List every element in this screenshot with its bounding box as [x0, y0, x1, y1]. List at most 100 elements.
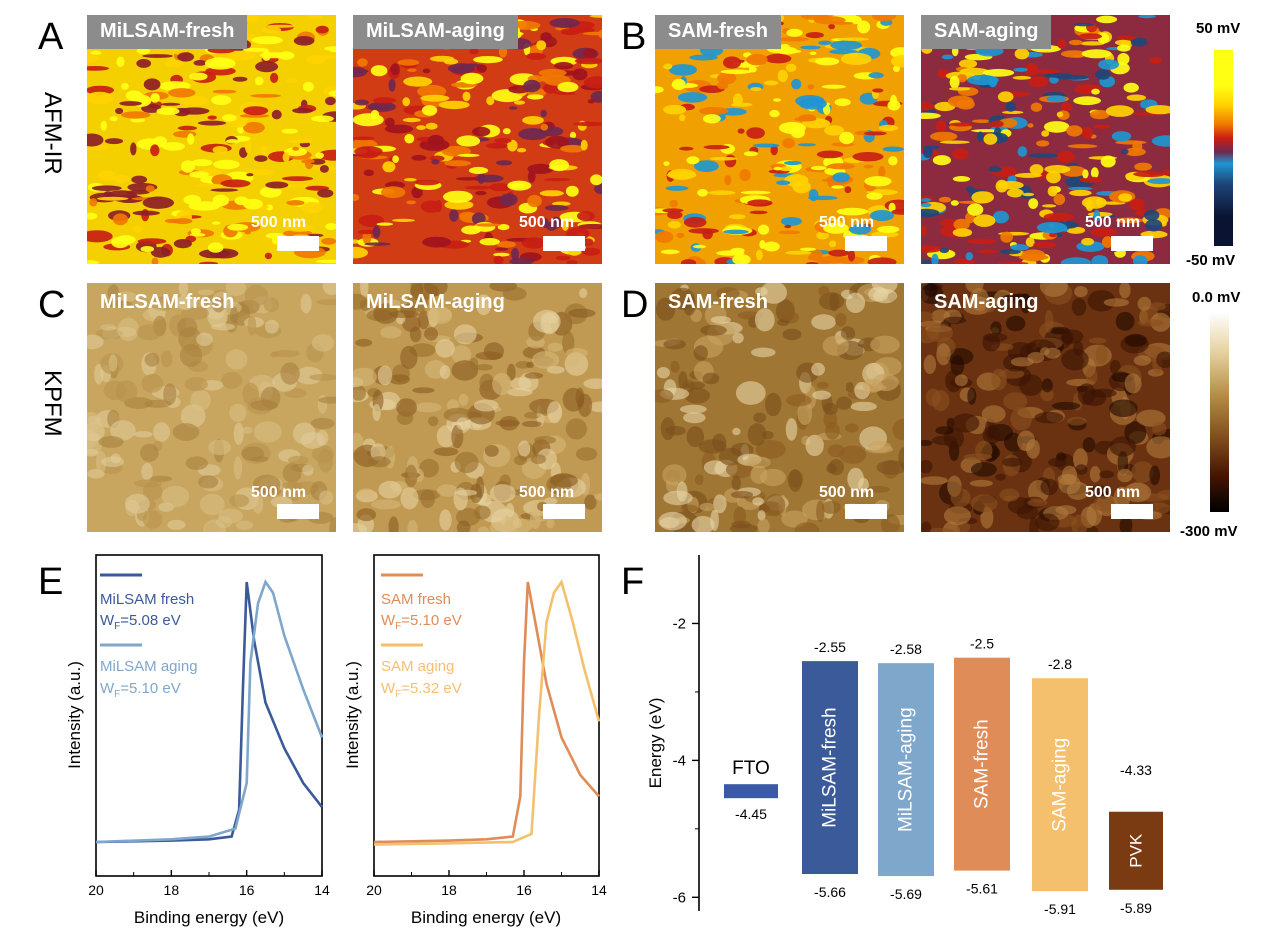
texture-blob — [765, 53, 792, 64]
texture-blob — [457, 153, 480, 157]
texture-blob — [755, 440, 786, 459]
texture-blob — [142, 510, 163, 529]
texture-blob — [354, 146, 383, 157]
texture-blob — [952, 228, 973, 237]
texture-blob — [143, 78, 161, 91]
texture-blob — [997, 91, 1014, 103]
energy-level-fto — [724, 784, 778, 799]
texture-blob — [176, 295, 195, 310]
texture-blob — [116, 56, 125, 68]
texture-blob — [791, 78, 802, 90]
texture-blob — [669, 199, 679, 208]
texture-blob — [750, 87, 762, 92]
texture-blob — [848, 15, 862, 25]
texture-blob — [936, 343, 951, 366]
texture-blob — [847, 249, 856, 262]
texture-blob — [703, 145, 730, 150]
bar-name-label: MiLSAM-aging — [896, 707, 917, 832]
texture-blob — [198, 475, 219, 489]
texture-blob — [476, 294, 492, 316]
texture-blob — [325, 96, 336, 106]
wf-milsam-fresh: WF=5.08 eV — [100, 612, 181, 632]
texture-blob — [798, 97, 827, 110]
texture-blob — [755, 249, 763, 261]
texture-blob — [1028, 198, 1039, 210]
texture-blob — [583, 76, 602, 89]
energy-bar-group-pvk: -4.33 -5.89 PVK — [1109, 762, 1163, 916]
image-label: SAM-fresh — [655, 15, 782, 49]
texture-blob — [699, 502, 715, 512]
texture-blob — [844, 423, 859, 433]
texture-blob — [489, 183, 512, 192]
texture-blob — [221, 371, 243, 389]
texture-blob — [199, 493, 225, 516]
texture-blob — [187, 133, 195, 145]
texture-blob — [786, 28, 803, 37]
texture-blob — [471, 212, 486, 226]
x-tick-label: 20 — [366, 882, 382, 898]
texture-blob — [808, 255, 816, 261]
texture-blob — [104, 138, 124, 145]
texture-blob — [1044, 165, 1071, 174]
texture-blob — [1006, 315, 1026, 332]
texture-blob — [1002, 110, 1024, 114]
texture-blob — [971, 129, 1000, 133]
texture-blob — [1090, 167, 1099, 179]
texture-blob — [109, 116, 118, 122]
texture-blob — [594, 183, 602, 195]
texture-blob — [1138, 15, 1156, 19]
texture-blob — [852, 152, 884, 162]
texture-blob — [962, 296, 992, 315]
texture-blob — [882, 146, 904, 152]
texture-blob — [388, 516, 399, 532]
texture-blob — [529, 510, 541, 529]
texture-blob — [1005, 101, 1016, 112]
texture-blob — [1027, 123, 1034, 128]
texture-blob — [358, 488, 375, 498]
texture-blob — [938, 196, 952, 203]
texture-blob — [353, 523, 367, 532]
texture-blob — [476, 364, 493, 371]
texture-blob — [834, 98, 851, 107]
texture-blob — [560, 28, 581, 36]
texture-blob — [301, 159, 315, 164]
texture-blob — [785, 250, 812, 255]
texture-blob — [402, 117, 421, 123]
texture-blob — [561, 218, 569, 231]
texture-blob — [225, 349, 248, 370]
texture-blob — [1071, 298, 1087, 316]
texture-blob — [1116, 35, 1136, 41]
texture-blob — [315, 25, 329, 34]
texture-blob — [439, 365, 451, 380]
texture-blob — [811, 362, 825, 376]
texture-blob — [243, 121, 265, 134]
texture-blob — [163, 383, 177, 405]
texture-blob — [303, 81, 314, 92]
texture-blob — [494, 138, 512, 144]
texture-blob — [1074, 23, 1094, 27]
texture-blob — [850, 401, 877, 412]
texture-blob — [777, 319, 790, 326]
texture-blob — [233, 422, 244, 445]
texture-blob — [799, 247, 817, 251]
texture-blob — [459, 211, 476, 220]
texture-blob — [185, 456, 208, 470]
texture-blob — [413, 402, 442, 413]
texture-blob — [1014, 48, 1030, 60]
texture-blob — [921, 202, 932, 208]
texture-blob — [863, 164, 874, 169]
texture-blob — [534, 436, 556, 445]
texture-blob — [251, 456, 269, 462]
texture-blob — [572, 68, 588, 81]
texture-blob — [956, 74, 968, 83]
texture-blob — [263, 297, 280, 313]
texture-blob — [96, 196, 129, 201]
texture-blob — [266, 204, 273, 211]
texture-blob — [723, 56, 741, 69]
texture-blob — [121, 82, 129, 90]
texture-blob — [872, 88, 884, 93]
texture-blob — [800, 45, 821, 50]
texture-blob — [1046, 170, 1061, 184]
texture-blob — [211, 95, 232, 106]
texture-blob — [282, 152, 290, 163]
